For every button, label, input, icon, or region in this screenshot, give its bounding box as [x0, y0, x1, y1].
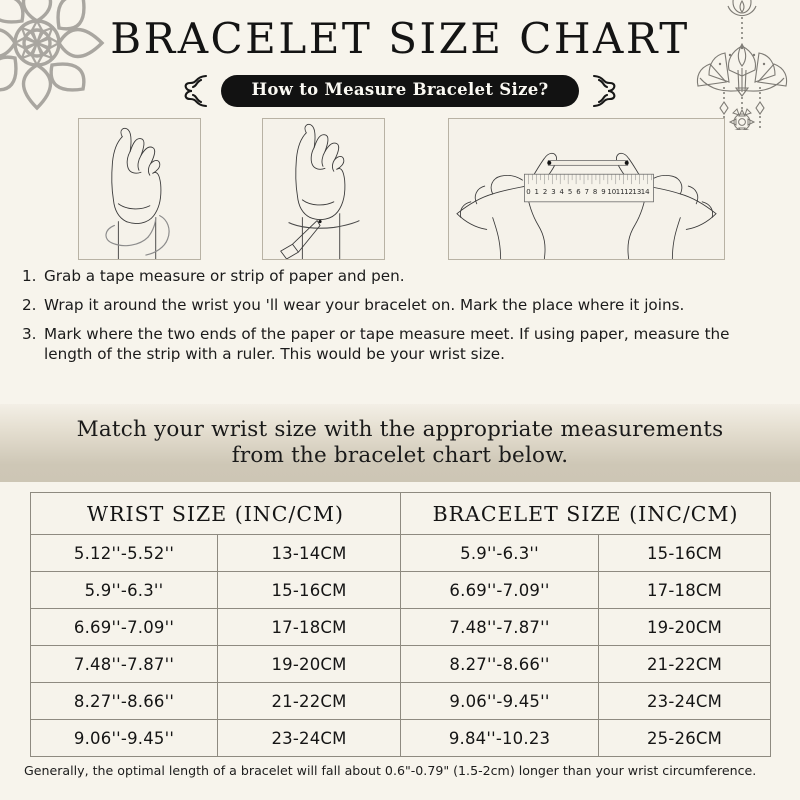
svg-text:12: 12 — [624, 188, 633, 196]
table-body: 5.12''-5.52'' 13-14CM 5.9''-6.3'' 15-16CM 5.… — [30, 534, 772, 757]
table-cell-bracelet-size-inch: 8.27''-8.66'' — [400, 645, 600, 683]
table-row: 7.48''-7.87'' 19-20CM 8.27''-8.66'' 21-22CM — [30, 645, 772, 683]
page-title: BRACELET SIZE CHART — [110, 14, 690, 63]
svg-text:14: 14 — [641, 188, 650, 196]
step-number: 3. — [22, 325, 37, 344]
panel-measure-strip-with-ruler: 0 1 2 3 4 5 6 7 8 9 10 11 12 13 14 — [448, 118, 725, 260]
table-row: 8.27''-8.66'' 21-22CM 9.06''-9.45'' 23-24CM — [30, 682, 772, 720]
illustration-panels: 0 1 2 3 4 5 6 7 8 9 10 11 12 13 14 — [0, 118, 800, 260]
badge-row: How to Measure Bracelet Size? — [0, 71, 800, 111]
table-cell-wrist-size-inch: 5.9''-6.3'' — [30, 571, 218, 609]
svg-text:5: 5 — [568, 188, 572, 196]
table-row: 9.06''-9.45'' 23-24CM 9.84''-10.23 25-26CM — [30, 719, 772, 757]
match-banner: Match your wrist size with the appropria… — [0, 404, 800, 482]
table-cell-wrist-size-cm: 21-22CM — [216, 682, 402, 720]
table-row: 6.69''-7.09'' 17-18CM 7.48''-7.87'' 19-20CM — [30, 608, 772, 646]
ruler-tick-labels: 0 1 2 3 4 5 6 7 8 9 10 11 12 13 14 — [526, 188, 649, 196]
flourish-left-icon — [185, 74, 208, 108]
column-header-wrist-size: WRIST SIZE (INC/CM) — [29, 492, 402, 535]
table-cell-wrist-size-inch: 7.48''-7.87'' — [30, 645, 218, 683]
table-cell-bracelet-size-cm: 19-20CM — [598, 608, 772, 646]
table-cell-wrist-size-inch: 5.12''-5.52'' — [30, 534, 218, 572]
table-header-row: WRIST SIZE (INC/CM) BRACELET SIZE (INC/C… — [29, 492, 772, 535]
table-cell-bracelet-size-cm: 15-16CM — [598, 534, 772, 572]
svg-text:8: 8 — [593, 188, 597, 196]
svg-text:10: 10 — [607, 188, 616, 196]
list-item: 2. Wrap it around the wrist you 'll wear… — [22, 295, 782, 315]
table-cell-bracelet-size-inch: 9.06''-9.45'' — [400, 682, 600, 720]
svg-text:2: 2 — [543, 188, 547, 196]
table-cell-bracelet-size-cm: 17-18CM — [598, 571, 772, 609]
svg-text:6: 6 — [576, 188, 580, 196]
step-text: Grab a tape measure or strip of paper an… — [44, 267, 405, 285]
table-cell-bracelet-size-cm: 25-26CM — [598, 719, 772, 757]
panel-fist-with-tape — [78, 118, 201, 260]
banner-line-2: from the bracelet chart below. — [231, 443, 569, 468]
svg-text:7: 7 — [585, 188, 589, 196]
svg-text:4: 4 — [560, 188, 564, 196]
svg-text:13: 13 — [632, 188, 641, 196]
table-cell-wrist-size-inch: 6.69''-7.09'' — [30, 608, 218, 646]
table-cell-wrist-size-cm: 15-16CM — [216, 571, 402, 609]
svg-text:3: 3 — [551, 188, 555, 196]
table-row: 5.9''-6.3'' 15-16CM 6.69''-7.09'' 17-18CM — [30, 571, 772, 609]
flourish-right-icon — [592, 74, 615, 108]
table-cell-wrist-size-cm: 19-20CM — [216, 645, 402, 683]
list-item: 3. Mark where the two ends of the paper … — [22, 324, 782, 364]
table-cell-bracelet-size-inch: 6.69''-7.09'' — [400, 571, 600, 609]
bracelet-size-table: WRIST SIZE (INC/CM) BRACELET SIZE (INC/C… — [29, 492, 772, 757]
footer-note: Generally, the optimal length of a brace… — [24, 763, 757, 778]
table-cell-wrist-size-inch: 9.06''-9.45'' — [30, 719, 218, 757]
size-table-container: WRIST SIZE (INC/CM) BRACELET SIZE (INC/C… — [29, 492, 772, 757]
step-text: Mark where the two ends of the paper or … — [44, 325, 730, 364]
table-cell-wrist-size-cm: 17-18CM — [216, 608, 402, 646]
table-cell-bracelet-size-inch: 9.84''-10.23 — [400, 719, 600, 757]
steps-list: 1. Grab a tape measure or strip of paper… — [22, 266, 782, 373]
step-number: 1. — [22, 267, 37, 285]
table-cell-bracelet-size-inch: 5.9''-6.3'' — [400, 534, 600, 572]
table-cell-wrist-size-cm: 23-24CM — [216, 719, 402, 757]
table-cell-bracelet-size-inch: 7.48''-7.87'' — [400, 608, 600, 646]
svg-text:9: 9 — [601, 188, 605, 196]
table-cell-bracelet-size-cm: 23-24CM — [598, 682, 772, 720]
table-cell-wrist-size-inch: 8.27''-8.66'' — [30, 682, 218, 720]
table-cell-wrist-size-cm: 13-14CM — [216, 534, 402, 572]
svg-text:1: 1 — [535, 188, 539, 196]
table-row: 5.12''-5.52'' 13-14CM 5.9''-6.3'' 15-16CM — [30, 534, 772, 572]
column-header-bracelet-size: BRACELET SIZE (INC/CM) — [400, 492, 772, 535]
list-item: 1. Grab a tape measure or strip of paper… — [22, 266, 782, 286]
step-text: Wrap it around the wrist you 'll wear yo… — [44, 296, 685, 315]
table-cell-bracelet-size-cm: 21-22CM — [598, 645, 772, 683]
svg-text:0: 0 — [526, 188, 530, 196]
badge-label: How to Measure Bracelet Size? — [221, 74, 579, 108]
panel-fist-with-pen-mark — [262, 118, 385, 260]
banner-line-1: Match your wrist size with the appropria… — [76, 416, 724, 442]
svg-text:11: 11 — [616, 188, 625, 196]
step-number: 2. — [22, 296, 37, 315]
